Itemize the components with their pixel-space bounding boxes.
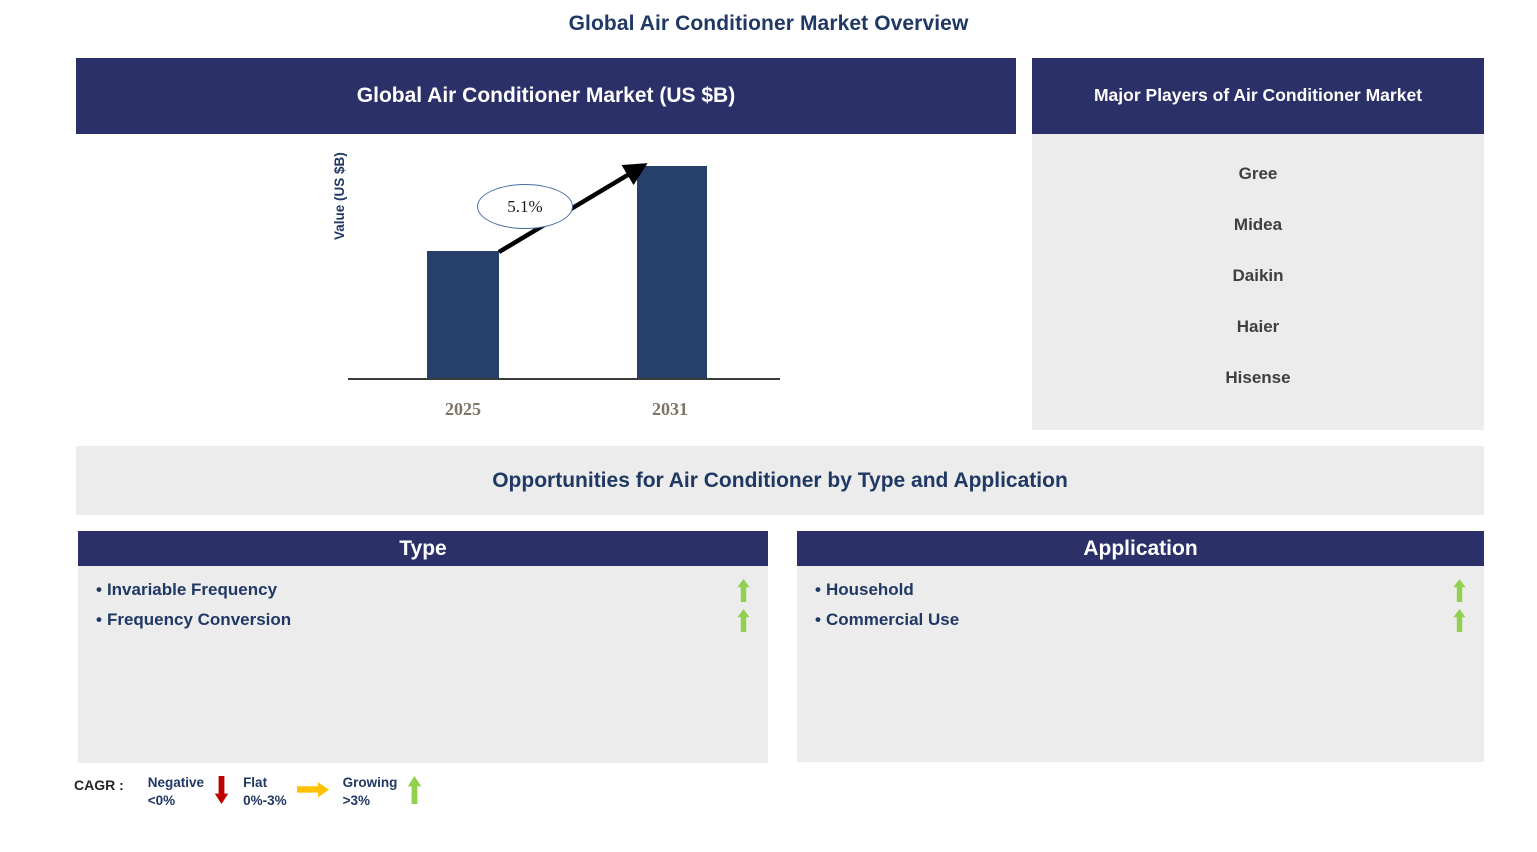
major-players-card: Major Players of Air Conditioner Market …: [1032, 58, 1484, 430]
cagr-legend-growing-text: Growing >3%: [342, 775, 398, 809]
list-item: Hisense: [1225, 367, 1291, 387]
chart-x-axis-line: [348, 378, 780, 380]
cagr-legend: CAGR : Negative <0% Flat 0%-3% Growing >…: [74, 774, 436, 810]
opportunities-banner-title: Opportunities for Air Conditioner by Typ…: [492, 468, 1068, 492]
cagr-legend-entry-negative: Negative <0%: [148, 774, 237, 810]
cagr-legend-entry-flat: Flat 0%-3%: [243, 774, 337, 810]
cagr-legend-flat-text: Flat 0%-3%: [243, 775, 287, 809]
x-tick-label-2031: 2031: [652, 399, 688, 419]
type-item-label: • Invariable Frequency: [96, 580, 278, 599]
bullet-icon: •: [96, 610, 102, 629]
cagr-legend-entry-growing: Growing >3%: [343, 774, 431, 810]
list-item: Haier: [1236, 316, 1280, 336]
chart-plot-area: 2025 2031 5.1%: [348, 142, 780, 432]
list-item: • Frequency Conversion: [96, 605, 750, 635]
major-players-list: Gree Midea Daikin Haier Hisense: [1032, 134, 1484, 430]
bar-2031: [637, 166, 707, 378]
bar-2025: [427, 251, 499, 378]
list-item: Midea: [1233, 214, 1283, 234]
page-title: Global Air Conditioner Market Overview: [568, 12, 969, 35]
list-item: • Commercial Use: [815, 605, 1466, 635]
arrow-right-icon: [296, 782, 329, 798]
cagr-callout-label: 5.1%: [507, 196, 543, 216]
application-panel: Application • Household • Commercial Use: [797, 531, 1484, 762]
bullet-icon: •: [815, 610, 821, 629]
bullet-icon: •: [96, 580, 102, 599]
type-panel: Type • Invariable Frequency • Frequency Co…: [78, 531, 768, 763]
major-players-header: Major Players of Air Conditioner Market: [1032, 58, 1484, 134]
list-item: Gree: [1238, 163, 1278, 183]
arrow-up-icon: [737, 578, 750, 602]
arrow-up-icon: [737, 608, 750, 632]
cagr-legend-title: CAGR :: [74, 777, 124, 793]
chart-plot-container: Value (US $B) 2025 2031 5.1% Source : Lu…: [76, 134, 1016, 501]
type-panel-body: • Invariable Frequency • Frequency Convers…: [78, 566, 768, 763]
type-panel-title: Type: [399, 536, 447, 560]
arrow-up-icon: [1453, 608, 1466, 632]
application-panel-body: • Household • Commercial Use: [797, 566, 1484, 762]
cagr-legend-negative-text: Negative <0%: [147, 775, 205, 809]
arrow-up-icon: [1453, 578, 1466, 602]
type-item-label: • Frequency Conversion: [96, 610, 292, 629]
application-panel-header: Application: [797, 531, 1484, 566]
bullet-icon: •: [815, 580, 821, 599]
list-item: • Household: [815, 575, 1466, 605]
type-panel-header: Type: [78, 531, 768, 566]
market-chart-card: Global Air Conditioner Market (US $B) Va…: [76, 58, 1016, 501]
major-players-title: Major Players of Air Conditioner Market: [1093, 85, 1423, 106]
chart-y-axis-label: Value (US $B): [332, 152, 347, 240]
chart-card-title: Global Air Conditioner Market (US $B): [356, 84, 736, 107]
growth-arrow-icon: [497, 163, 648, 254]
list-item: Daikin: [1232, 265, 1284, 285]
application-panel-title: Application: [1083, 536, 1198, 560]
x-tick-label-2025: 2025: [445, 399, 481, 419]
arrow-up-icon: [408, 776, 422, 804]
arrow-down-icon: [214, 776, 229, 804]
application-item-label: • Household: [815, 580, 914, 599]
list-item: • Invariable Frequency: [96, 575, 750, 605]
application-item-label: • Commercial Use: [815, 610, 960, 629]
cagr-callout-bubble: 5.1%: [477, 184, 573, 229]
chart-card-header: Global Air Conditioner Market (US $B): [76, 58, 1016, 134]
opportunities-banner: Opportunities for Air Conditioner by Typ…: [76, 446, 1484, 515]
